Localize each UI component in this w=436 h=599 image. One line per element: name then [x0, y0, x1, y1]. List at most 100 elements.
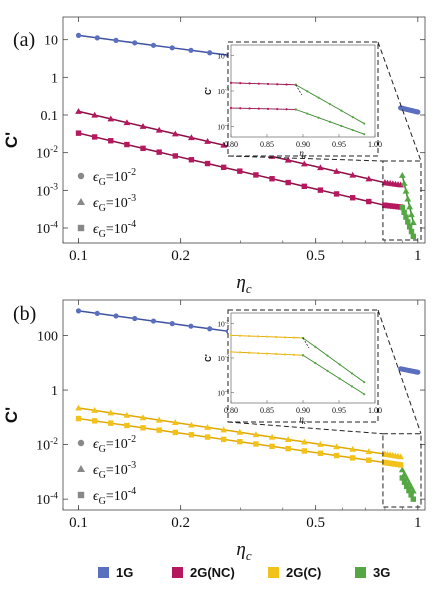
inset-y-axis-label: C' — [204, 87, 213, 95]
marker-legend-epsilon: ϵ — [93, 489, 100, 504]
inset-point-2GNC — [276, 83, 279, 86]
data-point-3G — [398, 171, 406, 178]
data-point-2GC — [397, 453, 405, 460]
inset-y-tick-label: 10-2 — [217, 319, 229, 328]
inset-y-tick-label-base: 10 — [217, 87, 225, 96]
data-point-2GNC — [285, 179, 291, 186]
data-point-3G — [402, 187, 410, 194]
y-tick-label-base: 10 — [36, 147, 50, 162]
data-point-3G — [409, 487, 417, 494]
marker-legend-exp: -2 — [128, 434, 136, 445]
y-tick-label: 1 — [51, 71, 58, 86]
marker-legend-symbol — [77, 224, 85, 232]
data-point-3G — [401, 479, 408, 485]
data-point-2GNC — [188, 134, 195, 141]
data-point-2GNC — [75, 107, 82, 114]
inset-point-3G — [294, 108, 297, 111]
inset-point-3G — [328, 120, 332, 123]
marker-legend-exp: -2 — [128, 167, 136, 178]
data-point-3G — [401, 470, 408, 477]
marker-legend-sub: G — [99, 229, 106, 240]
data-point-2GNC — [349, 195, 356, 201]
data-point-2GNC — [140, 145, 146, 152]
inset-x-tick-label: 0.90 — [296, 140, 310, 149]
inset-point-2GNC — [248, 82, 251, 85]
data-point-2GC — [188, 432, 195, 438]
marker-legend-eq: =10 — [106, 170, 128, 185]
data-point-2GC — [124, 422, 130, 429]
y-tick-label: 10-4 — [36, 492, 58, 509]
inset-transition-marker — [295, 84, 303, 95]
data-point-3G — [404, 483, 410, 490]
data-point-2GC — [108, 420, 114, 426]
x-axis-label-sub: c — [246, 548, 252, 563]
data-point-2GNC — [107, 115, 115, 122]
inset-point-2GC — [265, 352, 269, 355]
inset-point-2GNC — [239, 82, 242, 85]
data-point-1G — [94, 310, 100, 317]
inset-point-3G — [340, 124, 343, 128]
inset-point-3G — [363, 133, 366, 136]
x-tick-label: 0.5 — [306, 248, 325, 264]
data-point-2GNC — [123, 119, 131, 126]
marker-legend-eq: =10 — [106, 463, 128, 478]
inset-point-3G — [306, 112, 309, 115]
data-point-2GC — [75, 404, 82, 411]
marker-legend-sub: G — [99, 203, 106, 214]
inset-point-2GC — [229, 350, 233, 354]
panel-label: (a) — [13, 29, 35, 51]
inset-point-2GC — [292, 353, 296, 356]
data-point-2GNC — [349, 171, 357, 178]
inset-y-tick-label-base: 10 — [217, 389, 225, 398]
marker-legend-label: ϵG=10-3 — [93, 460, 136, 481]
data-point-3G — [408, 492, 414, 498]
x-tick-label: 0.2 — [171, 515, 190, 531]
data-point-3G — [400, 179, 408, 186]
data-point-2GC — [366, 457, 372, 463]
data-point-1G — [207, 326, 213, 332]
legend-label-1G: 1G — [116, 565, 133, 580]
marker-legend-exp: -4 — [128, 219, 136, 230]
data-point-2GC — [268, 433, 276, 440]
inset-point-2GC — [283, 353, 287, 356]
inset-line-3G — [302, 354, 365, 395]
data-point-3G — [403, 214, 409, 220]
x-axis-label-main: η — [236, 272, 245, 293]
zoom-connector-left — [227, 421, 383, 435]
data-point-1G — [150, 318, 157, 324]
data-point-2GNC — [301, 183, 307, 190]
data-point-2GNC — [171, 130, 179, 137]
marker-legend-symbol — [77, 491, 85, 499]
inset-x-axis-label: ηc — [299, 414, 306, 426]
data-point-2GC — [123, 411, 131, 418]
inset-point-2GNC — [266, 82, 270, 86]
marker-legend-sub: G — [99, 470, 106, 481]
inset-x-tick-label: 0.90 — [296, 406, 310, 415]
marker-legend-sub: G — [99, 496, 106, 507]
x-tick-label: 0.1 — [69, 515, 88, 531]
inset-transition-marker — [302, 337, 310, 349]
inset-point-2GC — [274, 352, 278, 356]
data-point-2GC — [397, 462, 404, 468]
inset-point-3G — [317, 116, 320, 119]
data-point-1G — [415, 109, 421, 115]
marker-legend-eq: =10 — [106, 196, 128, 211]
marker-legend-label: ϵG=10-2 — [93, 434, 136, 455]
inset-line-2GNC — [230, 107, 296, 110]
inset-point-3G — [351, 115, 354, 119]
inset-x-tick-label: 0.95 — [332, 140, 346, 149]
y-tick-label-exp: -4 — [50, 220, 58, 230]
inset-y-tick-label: 10-2 — [217, 52, 229, 61]
inset-point-2GC — [229, 334, 233, 337]
data-point-1G — [75, 32, 82, 38]
y-axis-label: C' — [2, 407, 21, 423]
zoom-region-box — [382, 433, 422, 508]
data-point-2GC — [253, 441, 259, 447]
panel-1: (b)0.1 0.2 0.5 1100110-210-4ηcC'ϵG=10-2ϵG=1… — [2, 299, 426, 563]
zoom-connector-right — [377, 41, 422, 162]
data-point-2GNC — [220, 164, 227, 171]
marker-legend-epsilon: ϵ — [93, 196, 100, 211]
inset-x-tick-label: 0.85 — [260, 140, 274, 149]
data-point-2GC — [301, 448, 307, 454]
